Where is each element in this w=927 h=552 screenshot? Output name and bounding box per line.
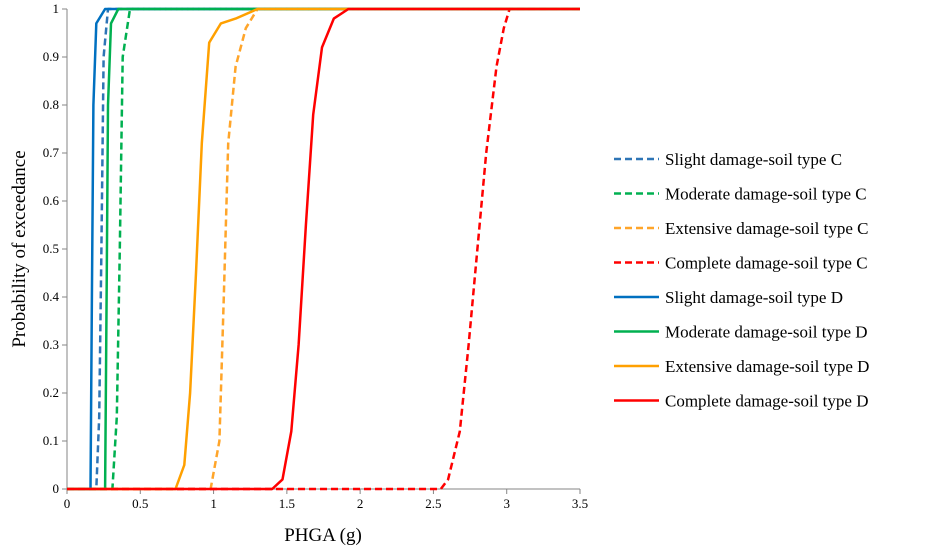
legend-label-2: Moderate damage-soil type C [665,185,867,204]
legend-label-8: Complete damage-soil type D [665,392,868,411]
legend-label-6: Moderate damage-soil type D [665,323,868,342]
legend-label-1: Slight damage-soil type C [665,150,842,169]
y-tick-label: 1 [53,1,60,16]
x-tick-label: 3.5 [572,496,588,511]
y-tick-label: 0 [53,481,60,496]
y-tick-label: 0.8 [43,97,59,112]
y-tick-label: 0.1 [43,433,59,448]
y-tick-label: 0.5 [43,241,59,256]
y-tick-label: 0.2 [43,385,59,400]
y-tick-label: 0.9 [43,49,59,64]
series-line-3 [67,7,580,491]
x-tick-label: 0.5 [132,496,148,511]
legend-label-4: Complete damage-soil type C [665,254,868,273]
x-tick-label: 0 [64,496,71,511]
y-tick-label: 0.6 [43,193,60,208]
y-tick-label: 0.3 [43,337,59,352]
legend-label-3: Extensive damage-soil type C [665,219,868,238]
legend: Slight damage-soil type C Moderate damage… [614,150,869,411]
legend-label-7: Extensive damage-soil type D [665,357,869,376]
series-line-7 [67,7,580,491]
y-axis-title: Probability of exceedance [9,150,30,347]
x-axis-title: PHGA (g) [284,525,362,546]
series-line-4 [67,7,580,491]
x-tick-label: 1 [210,496,217,511]
y-tick-label: 0.4 [43,289,60,304]
x-tick-label: 2 [357,496,364,511]
plot-area: 0 0.1 0.2 0.3 0.4 0.5 0.6 0.7 0.8 0.9 1 0 0.5 1 1.5 2 2.… [43,1,588,511]
y-tick-label: 0.7 [43,145,60,160]
x-tick-label: 1.5 [279,496,295,511]
x-tick-label: 2.5 [425,496,441,511]
x-tick-label: 3 [503,496,510,511]
series-line-8 [67,7,580,491]
legend-label-5: Slight damage-soil type D [665,288,843,307]
